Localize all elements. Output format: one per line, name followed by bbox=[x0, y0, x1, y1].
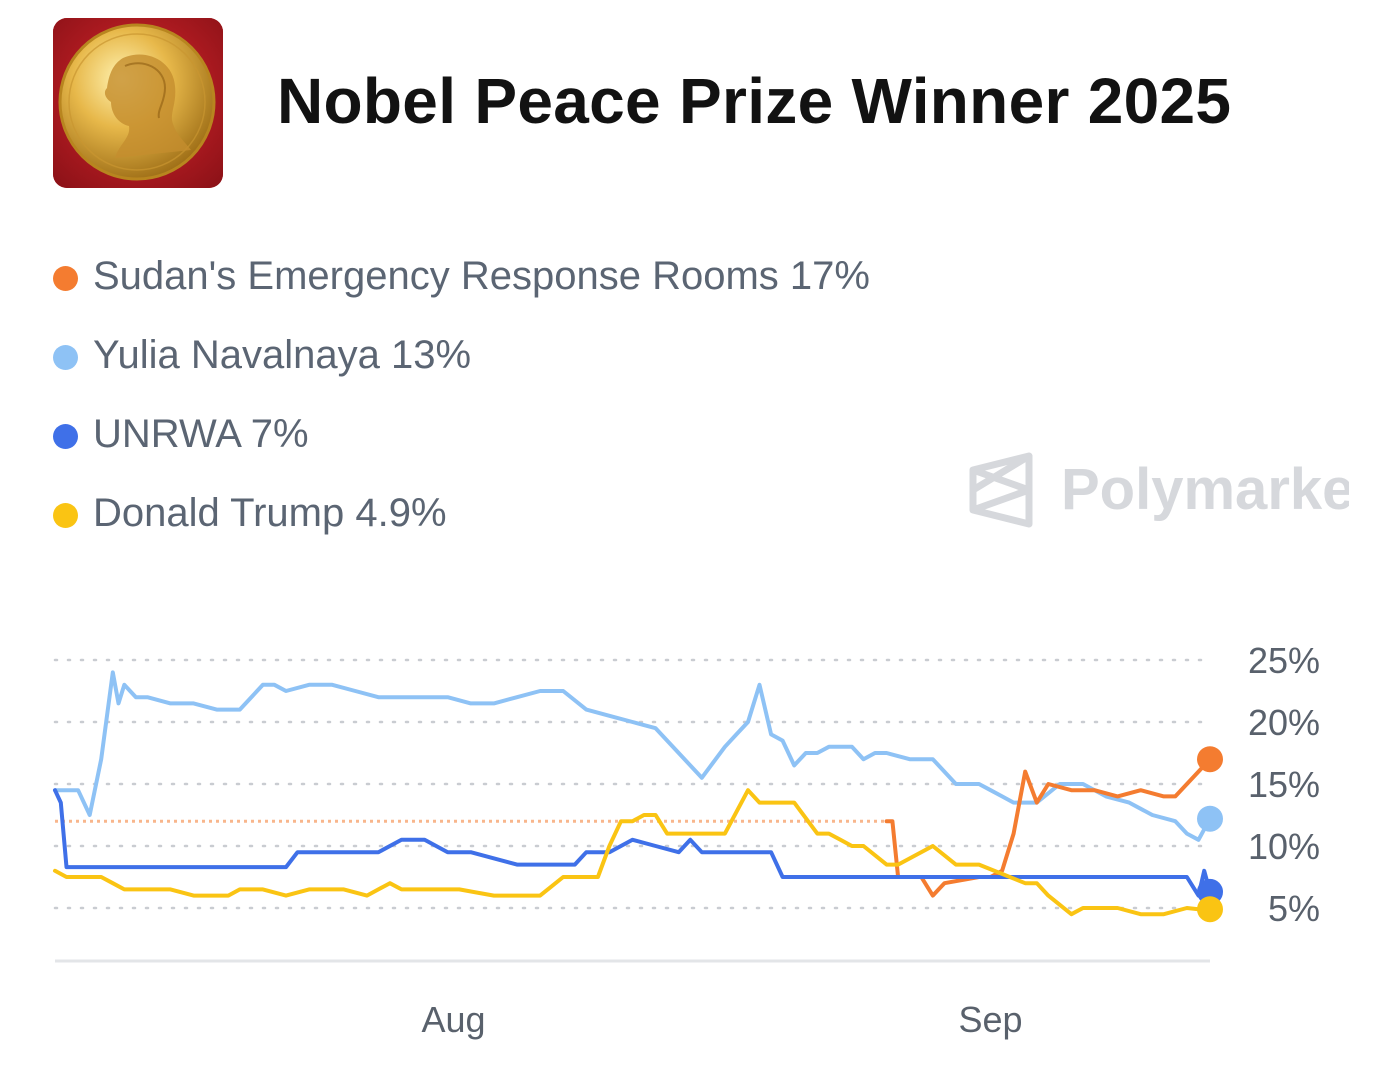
x-tick-label: Aug bbox=[421, 999, 485, 1040]
y-tick-label: 20% bbox=[1248, 702, 1320, 743]
legend-dot-unrwa bbox=[53, 424, 78, 449]
header: Nobel Peace Prize Winner 2025 bbox=[53, 18, 1373, 188]
series-endpoint-yulia-navalnaya bbox=[1197, 805, 1223, 832]
y-tick-label: 25% bbox=[1248, 640, 1320, 681]
y-tick-label: 5% bbox=[1268, 888, 1320, 929]
nobel-medal-icon bbox=[53, 18, 223, 188]
x-tick-label: Sep bbox=[959, 999, 1023, 1040]
legend-dot-sudan bbox=[53, 266, 78, 291]
legend-label: Sudan's Emergency Response Rooms 17% bbox=[93, 254, 870, 298]
legend-label: UNRWA 7% bbox=[93, 412, 309, 456]
legend-dot-trump bbox=[53, 503, 78, 528]
series-line-unrwa bbox=[53, 788, 1212, 898]
series-endpoint-sudan-s-emergency-response-rooms bbox=[1197, 746, 1223, 773]
y-tick-label: 10% bbox=[1248, 826, 1320, 867]
legend-label: Yulia Navalnaya 13% bbox=[93, 333, 472, 377]
page-title: Nobel Peace Prize Winner 2025 bbox=[277, 65, 1232, 137]
legend-dot-navalnaya bbox=[53, 345, 78, 370]
polymarket-logo-icon bbox=[969, 452, 1033, 528]
series-endpoint-donald-trump bbox=[1197, 896, 1223, 923]
y-tick-label: 15% bbox=[1248, 764, 1320, 805]
series-line-yulia-navalnaya bbox=[53, 670, 1212, 842]
watermark: Polymarket bbox=[965, 450, 1349, 532]
legend-label: Donald Trump 4.9% bbox=[93, 491, 447, 535]
watermark-text: Polymarket bbox=[1061, 457, 1349, 522]
series-line-sudan-s-emergency-response-rooms bbox=[884, 757, 1212, 898]
series-line-donald-trump bbox=[53, 788, 1212, 917]
